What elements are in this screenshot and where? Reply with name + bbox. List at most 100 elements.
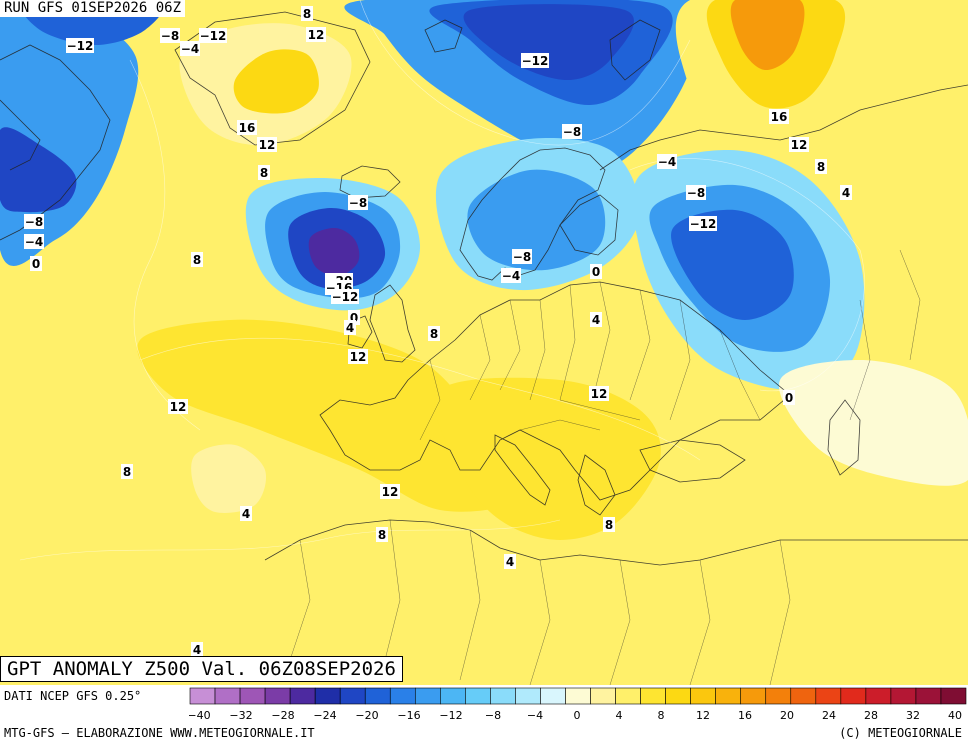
anomaly-blob-atlantic-positive — [137, 319, 523, 512]
color-scale-swatch — [815, 687, 842, 705]
footer: DATI NCEP GFS 0.25° −40 −32 −28 −24 −20 −16 −1… — [0, 685, 968, 745]
contour-label-bg — [66, 38, 94, 53]
contour-label-bg — [180, 41, 200, 56]
contour-label-bg — [24, 234, 44, 249]
contour-label: −4 — [501, 268, 521, 283]
contour-label-text: −8 — [563, 125, 581, 139]
contour-label-text: 8 — [193, 253, 201, 267]
contour-label-text: −12 — [332, 290, 359, 304]
coast-russia-north — [599, 84, 968, 171]
coast-caspian — [827, 399, 861, 476]
color-scale-swatch — [465, 687, 491, 705]
contour-label-bg — [840, 185, 852, 200]
contour-label: 8 — [376, 527, 388, 542]
color-scale-swatch — [264, 687, 291, 705]
color-scale-swatch — [690, 687, 716, 705]
color-scale-swatch — [414, 687, 441, 705]
color-scale-swatch — [339, 687, 366, 705]
anomaly-blob-greenland-positive-core — [233, 49, 319, 114]
contour-label-text: 16 — [239, 121, 256, 135]
contour-label-bg — [590, 312, 602, 327]
contour-label: 8 — [258, 165, 270, 180]
contour-label-text: −8 — [349, 196, 367, 210]
contour-label: −12 — [66, 38, 94, 53]
contour-label-text: −12 — [522, 54, 549, 68]
color-scale-swatches — [189, 687, 967, 705]
contour-label-bg — [789, 137, 809, 152]
color-scale-swatch — [615, 687, 641, 705]
color-scale-swatch — [515, 687, 541, 705]
color-scale-swatch — [915, 687, 942, 705]
contour-label-bg — [301, 6, 313, 21]
color-scale-tick-label: 20 — [780, 709, 794, 722]
contour-line — [359, 0, 691, 146]
contour-label-text: −12 — [690, 217, 717, 231]
contour-label: −8 — [160, 28, 180, 43]
anomaly-blob-east-weak — [778, 360, 968, 486]
contour-label-bg — [168, 399, 188, 414]
contour-label-bg — [769, 109, 789, 124]
contour-label-text: 12 — [591, 387, 608, 401]
contour-label-text: 12 — [350, 350, 367, 364]
contour-label-text: −12 — [67, 39, 94, 53]
coast-black-sea — [639, 439, 746, 483]
contour-label-bg — [30, 256, 42, 271]
contour-label: −8 — [348, 195, 368, 210]
borders — [289, 249, 921, 685]
color-scale-swatch — [389, 687, 416, 705]
anomaly-blob-sahara-low-anom — [191, 444, 267, 513]
contour-line — [629, 158, 865, 392]
color-scale-tick-label: −32 — [229, 709, 252, 722]
contour-label-bg — [686, 185, 706, 200]
contour-label: 0 — [783, 390, 795, 405]
coastlines — [0, 11, 968, 566]
contour-label-bg — [521, 53, 549, 68]
contour-label-bg — [589, 386, 609, 401]
contour-label-bg — [257, 137, 277, 152]
color-scale-tick-label: −16 — [397, 709, 420, 722]
contour-label: 12 — [380, 484, 400, 499]
coast-scandinavia — [459, 147, 606, 281]
contour-label-bg — [258, 165, 270, 180]
anomaly-blob-russia-negative-core — [671, 209, 794, 320]
contour-label-bg — [191, 642, 203, 657]
contour-label: 12 — [168, 399, 188, 414]
color-scale-swatch — [665, 687, 691, 705]
color-scale-swatch — [239, 687, 266, 705]
contour-label-bg — [428, 326, 440, 341]
contour-label-bg — [348, 349, 368, 364]
anomaly-map: 8 12 −12 −8 −12 −4 −12 16 12 8 −8 16 12 −4 8 −8 4 −8 −12 −8… — [0, 0, 968, 685]
color-scale-swatch — [590, 687, 616, 705]
coast-greece — [577, 454, 616, 516]
anomaly-blob-north-negative-deep — [463, 4, 634, 81]
contour-label-text: −4 — [658, 155, 676, 169]
contour-label-text: −8 — [161, 29, 179, 43]
contour-label: 8 — [121, 464, 133, 479]
coast-greenland — [174, 11, 371, 146]
contour-label-bg — [121, 464, 133, 479]
credit-right: (C) METEOGIORNALE — [839, 726, 962, 740]
color-scale-tick-label: 16 — [738, 709, 752, 722]
color-scale-swatch — [565, 687, 591, 705]
contour-label: 8 — [815, 159, 827, 174]
contour-label-text: −8 — [513, 250, 531, 264]
contour-label: −12 — [199, 28, 227, 43]
color-scale-tick-label: 0 — [574, 709, 581, 722]
contour-label: 4 — [191, 642, 203, 657]
contour-label-bg — [380, 484, 400, 499]
coast-svalbard — [424, 19, 463, 53]
contour-label-text: 12 — [170, 400, 187, 414]
contour-label: 0 — [590, 264, 602, 279]
color-scale-tick-label: 24 — [822, 709, 836, 722]
contour-line — [139, 337, 701, 461]
color-scale-tick-label: −40 — [189, 709, 211, 722]
contour-label: −12 — [689, 216, 717, 231]
contour-label: 8 — [301, 6, 313, 21]
color-scale-swatch — [840, 687, 867, 705]
color-scale-swatch — [490, 687, 516, 705]
color-scale-tick-label: 4 — [616, 709, 623, 722]
contour-label-bg — [590, 264, 602, 279]
color-scale-swatch — [189, 687, 216, 705]
color-scale-labels: −40 −32 −28 −24 −20 −16 −12 −8 −4 0 4 8 12 16 20 24 28 32… — [189, 709, 962, 722]
contour-label-bg — [237, 120, 257, 135]
